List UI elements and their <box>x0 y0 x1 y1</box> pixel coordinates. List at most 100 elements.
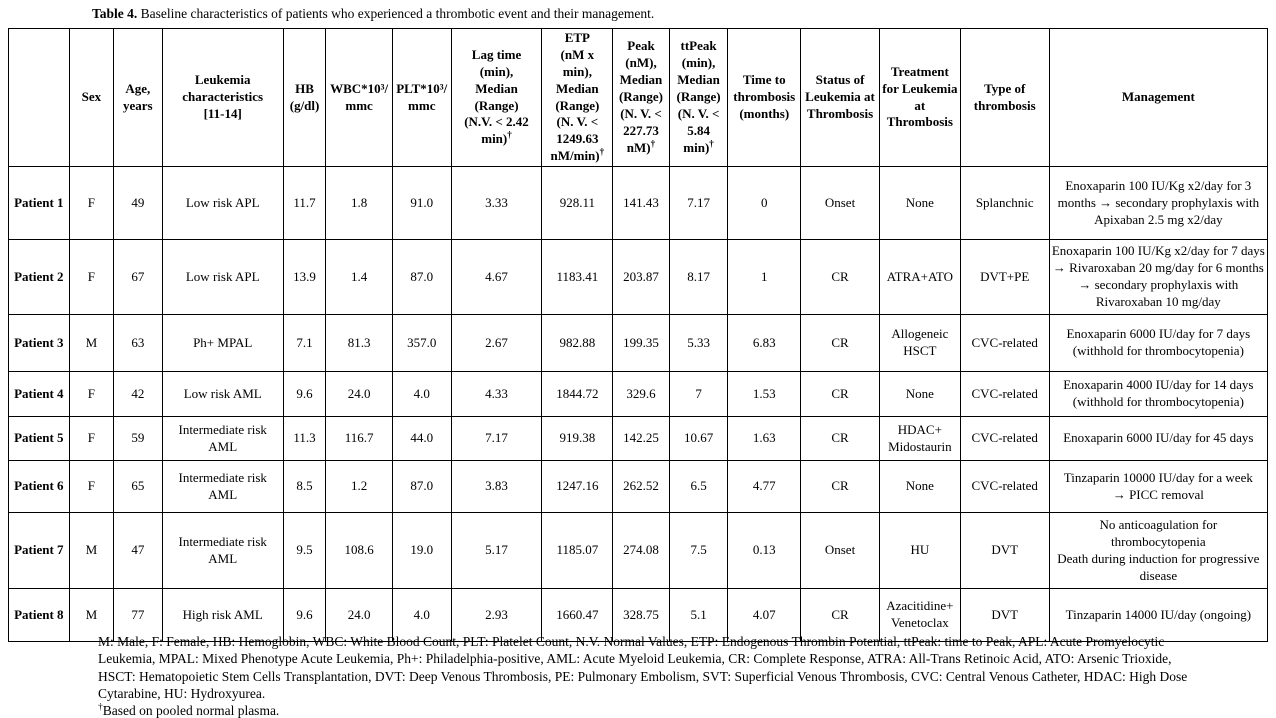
cell-leukemia-characteristics: Low risk APL <box>161 166 284 241</box>
cell-management: Tinzaparin 14000 IU/day (ongoing) <box>1048 588 1269 643</box>
cell-hb: 13.9 <box>282 239 327 316</box>
column-header-management: Management <box>1048 27 1269 168</box>
cell-ttpeak: 6.5 <box>668 460 729 514</box>
table-row: Patient 6 F 65 Intermediate risk AML 8.5 1.2 8… <box>8 460 1269 514</box>
cell-age: 67 <box>113 239 163 316</box>
cell-time-to-thrombosis: 1 <box>727 239 802 316</box>
column-header-ttpeak: ttPeak (min), Median (Range) (N. V. <5.84 mi… <box>668 27 729 168</box>
cell-management: Enoxaparin 4000 IU/day for 14 days (with… <box>1048 371 1269 418</box>
cell-type-of-thrombosis: Splanchnic <box>959 166 1050 241</box>
cell-peak: 141.43 <box>612 166 670 241</box>
column-header-type-of-thrombosis: Type of thrombosis <box>959 27 1050 168</box>
cell-plt: 91.0 <box>391 166 452 241</box>
patients-table: Sex Age, years Leukemia characteristics [11… <box>8 27 1269 643</box>
cell-treatment-for-leukemia: None <box>878 166 961 241</box>
cell-time-to-thrombosis: 6.83 <box>727 314 802 373</box>
cell-age: 65 <box>113 460 163 514</box>
cell-hb: 11.3 <box>282 416 327 462</box>
cell-sex: F <box>68 371 115 418</box>
cell-sex: M <box>68 512 115 590</box>
abbreviations-note: M: Male, F: Female, HB: Hemoglobin, WBC:… <box>98 634 1188 701</box>
cell-lag-time: 7.17 <box>450 416 543 462</box>
cell-peak: 328.75 <box>612 588 670 643</box>
cell-type-of-thrombosis: DVT+PE <box>959 239 1050 316</box>
cell-age: 42 <box>113 371 163 418</box>
cell-plt: 4.0 <box>391 588 452 643</box>
cell-time-to-thrombosis: 0 <box>727 166 802 241</box>
cell-status-of-leukemia: CR <box>800 416 880 462</box>
table-caption: Table 4. Baseline characteristics of pat… <box>92 5 654 23</box>
cell-plt: 87.0 <box>391 239 452 316</box>
cell-etp: 982.88 <box>541 314 614 373</box>
cell-plt: 4.0 <box>391 371 452 418</box>
cell-treatment-for-leukemia: None <box>878 371 961 418</box>
column-header-leukemia-characteristics: Leukemia characteristics [11-14] <box>161 27 284 168</box>
column-header-patient <box>8 27 70 168</box>
cell-lag-time: 5.17 <box>450 512 543 590</box>
cell-type-of-thrombosis: CVC-related <box>959 371 1050 418</box>
cell-wbc: 24.0 <box>325 371 393 418</box>
cell-sex: F <box>68 239 115 316</box>
cell-status-of-leukemia: CR <box>800 460 880 514</box>
cell-treatment-for-leukemia: HDAC+ Midostaurin <box>878 416 961 462</box>
cell-wbc: 81.3 <box>325 314 393 373</box>
cell-time-to-thrombosis: 1.53 <box>727 371 802 418</box>
column-header-lag-time: Lag time (min), Median (Range) (N.V. < 2.42 m… <box>450 27 543 168</box>
cell-treatment-for-leukemia: Allogeneic HSCT <box>878 314 961 373</box>
cell-age: 59 <box>113 416 163 462</box>
cell-lag-time: 4.33 <box>450 371 543 418</box>
cell-plt: 357.0 <box>391 314 452 373</box>
cell-hb: 9.5 <box>282 512 327 590</box>
cell-ttpeak: 5.1 <box>668 588 729 643</box>
cell-time-to-thrombosis: 4.07 <box>727 588 802 643</box>
cell-type-of-thrombosis: CVC-related <box>959 416 1050 462</box>
cell-sex: F <box>68 460 115 514</box>
column-header-hb: HB (g/dl) <box>282 27 327 168</box>
cell-plt: 19.0 <box>391 512 452 590</box>
patient-label: Patient 1 <box>8 166 70 241</box>
column-header-status-of-leukemia: Status of Leukemia at Thrombosis <box>800 27 880 168</box>
cell-hb: 11.7 <box>282 166 327 241</box>
table-row: Patient 5 F 59 Intermediate risk AML 11.3 116… <box>8 416 1269 462</box>
cell-ttpeak: 8.17 <box>668 239 729 316</box>
cell-lag-time: 3.83 <box>450 460 543 514</box>
cell-management: Enoxaparin 100 IU/Kg x2/day for 3 months… <box>1048 166 1269 241</box>
cell-ttpeak: 10.67 <box>668 416 729 462</box>
patient-label: Patient 7 <box>8 512 70 590</box>
column-header-age: Age, years <box>113 27 163 168</box>
cell-ttpeak: 5.33 <box>668 314 729 373</box>
table-row: Patient 2 F 67 Low risk APL 13.9 1.4 87.0 4.67 1… <box>8 239 1269 316</box>
cell-leukemia-characteristics: Intermediate risk AML <box>161 416 284 462</box>
cell-peak: 199.35 <box>612 314 670 373</box>
cell-peak: 274.08 <box>612 512 670 590</box>
cell-time-to-thrombosis: 1.63 <box>727 416 802 462</box>
cell-status-of-leukemia: CR <box>800 371 880 418</box>
cell-leukemia-characteristics: High risk AML <box>161 588 284 643</box>
cell-type-of-thrombosis: DVT <box>959 512 1050 590</box>
cell-hb: 9.6 <box>282 371 327 418</box>
cell-peak: 203.87 <box>612 239 670 316</box>
table-caption-text: Baseline characteristics of patients who… <box>140 6 655 21</box>
cell-treatment-for-leukemia: None <box>878 460 961 514</box>
cell-plt: 87.0 <box>391 460 452 514</box>
cell-management: No anticoagulation for thrombocytopenia D… <box>1048 512 1269 590</box>
cell-leukemia-characteristics: Low risk APL <box>161 239 284 316</box>
cell-hb: 9.6 <box>282 588 327 643</box>
cell-etp: 928.11 <box>541 166 614 241</box>
cell-management: Enoxaparin 100 IU/Kg x2/day for 7 days →… <box>1048 239 1269 316</box>
patient-label: Patient 5 <box>8 416 70 462</box>
table-body: Patient 1 F 49 Low risk APL 11.7 1.8 91.0 3.33 9… <box>8 166 1269 643</box>
cell-wbc: 24.0 <box>325 588 393 643</box>
column-header-plt: PLT*10³/mmc <box>391 27 452 168</box>
cell-etp: 919.38 <box>541 416 614 462</box>
cell-status-of-leukemia: CR <box>800 588 880 643</box>
cell-wbc: 116.7 <box>325 416 393 462</box>
cell-sex: M <box>68 588 115 643</box>
patient-label: Patient 2 <box>8 239 70 316</box>
cell-etp: 1185.07 <box>541 512 614 590</box>
patient-label: Patient 3 <box>8 314 70 373</box>
patient-label: Patient 4 <box>8 371 70 418</box>
cell-treatment-for-leukemia: HU <box>878 512 961 590</box>
cell-wbc: 108.6 <box>325 512 393 590</box>
